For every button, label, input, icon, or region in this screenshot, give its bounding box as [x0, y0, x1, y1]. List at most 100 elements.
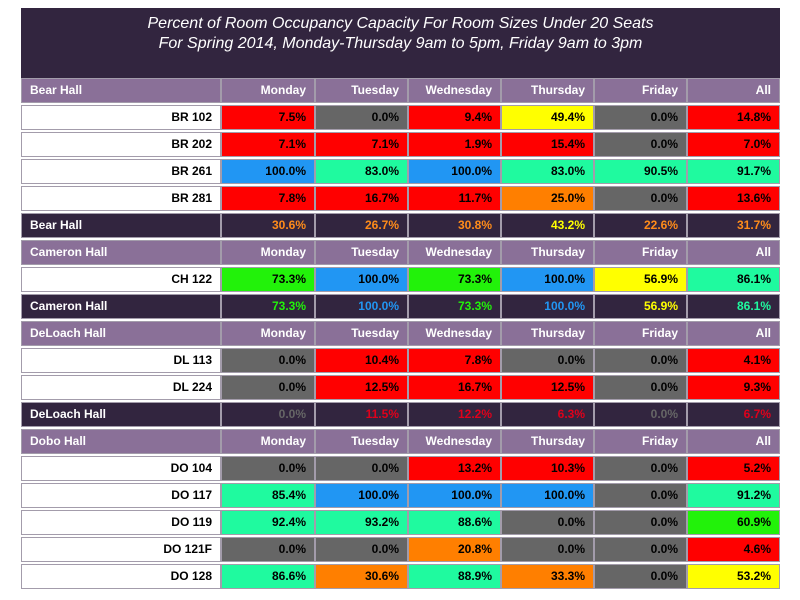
hall-summary-row: Cameron Hall 73.3% 100.0% 73.3% 100.0% 56.9% 8… [21, 294, 780, 319]
table-row: DO 119 92.4% 93.2% 88.6% 0.0% 0.0% 60.9% [21, 510, 780, 535]
column-header: All [687, 321, 780, 346]
occupancy-value: 86.6% [221, 564, 315, 589]
summary-value: 26.7% [315, 213, 408, 238]
column-header: Monday [221, 240, 315, 265]
chart-subtitle: For Spring 2014, Monday-Thursday 9am to … [158, 35, 643, 52]
occupancy-value: 0.0% [594, 132, 687, 157]
column-header: Thursday [501, 240, 594, 265]
column-header: Wednesday [408, 240, 501, 265]
occupancy-value: 25.0% [501, 186, 594, 211]
column-header: All [687, 240, 780, 265]
occupancy-value: 15.4% [501, 132, 594, 157]
table-row: DL 113 0.0% 10.4% 7.8% 0.0% 0.0% 4.1% [21, 348, 780, 373]
occupancy-value: 1.9% [408, 132, 501, 157]
hall-header-row: Bear Hall Monday Tuesday Wednesday Thursday F… [21, 78, 780, 103]
summary-value: 30.8% [408, 213, 501, 238]
room-name: DO 117 [21, 483, 221, 508]
occupancy-value: 91.7% [687, 159, 780, 184]
hall-name: Bear Hall [21, 78, 221, 103]
table-row: DO 117 85.4% 100.0% 100.0% 100.0% 0.0% 91.2% [21, 483, 780, 508]
column-header: All [687, 78, 780, 103]
column-header: Thursday [501, 321, 594, 346]
occupancy-value: 5.2% [687, 456, 780, 481]
occupancy-value: 14.8% [687, 105, 780, 130]
column-header: Friday [594, 78, 687, 103]
occupancy-value: 0.0% [501, 348, 594, 373]
room-name: CH 122 [21, 267, 221, 292]
occupancy-value: 91.2% [687, 483, 780, 508]
hall-header-row: Cameron Hall Monday Tuesday Wednesday Thursd… [21, 240, 780, 265]
occupancy-value: 0.0% [315, 456, 408, 481]
occupancy-value: 86.1% [687, 267, 780, 292]
summary-value: 73.3% [221, 294, 315, 319]
occupancy-value: 49.4% [501, 105, 594, 130]
occupancy-value: 0.0% [594, 186, 687, 211]
occupancy-value: 100.0% [408, 483, 501, 508]
occupancy-value: 88.9% [408, 564, 501, 589]
column-header: Tuesday [315, 321, 408, 346]
hall-summary-name: DeLoach Hall [21, 402, 221, 427]
table-row: DL 224 0.0% 12.5% 16.7% 12.5% 0.0% 9.3% [21, 375, 780, 400]
occupancy-value: 83.0% [315, 159, 408, 184]
occupancy-value: 30.6% [315, 564, 408, 589]
occupancy-value: 83.0% [501, 159, 594, 184]
hall-summary-name: Cameron Hall [21, 294, 221, 319]
column-header: Friday [594, 429, 687, 454]
column-header: Wednesday [408, 78, 501, 103]
occupancy-value: 0.0% [221, 537, 315, 562]
occupancy-value: 4.1% [687, 348, 780, 373]
occupancy-value: 11.7% [408, 186, 501, 211]
hall-header-row: DeLoach Hall Monday Tuesday Wednesday Thursd… [21, 321, 780, 346]
occupancy-value: 60.9% [687, 510, 780, 535]
occupancy-value: 7.5% [221, 105, 315, 130]
occupancy-value: 16.7% [408, 375, 501, 400]
hall-header-row: Dobo Hall Monday Tuesday Wednesday Thursday F… [21, 429, 780, 454]
occupancy-value: 7.1% [315, 132, 408, 157]
room-name: DL 224 [21, 375, 221, 400]
occupancy-value: 7.1% [221, 132, 315, 157]
occupancy-value: 10.4% [315, 348, 408, 373]
summary-value: 12.2% [408, 402, 501, 427]
occupancy-value: 0.0% [594, 510, 687, 535]
occupancy-value: 0.0% [594, 105, 687, 130]
column-header: Friday [594, 240, 687, 265]
occupancy-value: 73.3% [408, 267, 501, 292]
occupancy-value: 9.3% [687, 375, 780, 400]
table-row: DO 128 86.6% 30.6% 88.9% 33.3% 0.0% 53.2% [21, 564, 780, 589]
column-header: Thursday [501, 429, 594, 454]
occupancy-value: 0.0% [594, 375, 687, 400]
room-name: DO 128 [21, 564, 221, 589]
occupancy-value: 100.0% [221, 159, 315, 184]
column-header: Friday [594, 321, 687, 346]
occupancy-value: 7.8% [221, 186, 315, 211]
occupancy-value: 100.0% [315, 267, 408, 292]
occupancy-value: 0.0% [221, 456, 315, 481]
summary-value: 0.0% [594, 402, 687, 427]
occupancy-value: 0.0% [501, 537, 594, 562]
occupancy-value: 33.3% [501, 564, 594, 589]
summary-value: 56.9% [594, 294, 687, 319]
room-name: DL 113 [21, 348, 221, 373]
occupancy-value: 92.4% [221, 510, 315, 535]
occupancy-value: 100.0% [501, 267, 594, 292]
occupancy-value: 100.0% [501, 483, 594, 508]
occupancy-value: 0.0% [594, 564, 687, 589]
summary-value: 43.2% [501, 213, 594, 238]
room-name: DO 121F [21, 537, 221, 562]
occupancy-value: 0.0% [221, 375, 315, 400]
occupancy-value: 7.8% [408, 348, 501, 373]
column-header: Tuesday [315, 240, 408, 265]
summary-value: 11.5% [315, 402, 408, 427]
chart-title-block: Percent of Room Occupancy Capacity For R… [21, 8, 780, 78]
occupancy-value: 0.0% [501, 510, 594, 535]
summary-value: 100.0% [501, 294, 594, 319]
occupancy-value: 0.0% [594, 483, 687, 508]
occupancy-value: 20.8% [408, 537, 501, 562]
occupancy-value: 16.7% [315, 186, 408, 211]
summary-value: 6.3% [501, 402, 594, 427]
room-name: DO 119 [21, 510, 221, 535]
occupancy-value: 10.3% [501, 456, 594, 481]
occupancy-value: 12.5% [315, 375, 408, 400]
summary-value: 100.0% [315, 294, 408, 319]
room-name: BR 202 [21, 132, 221, 157]
